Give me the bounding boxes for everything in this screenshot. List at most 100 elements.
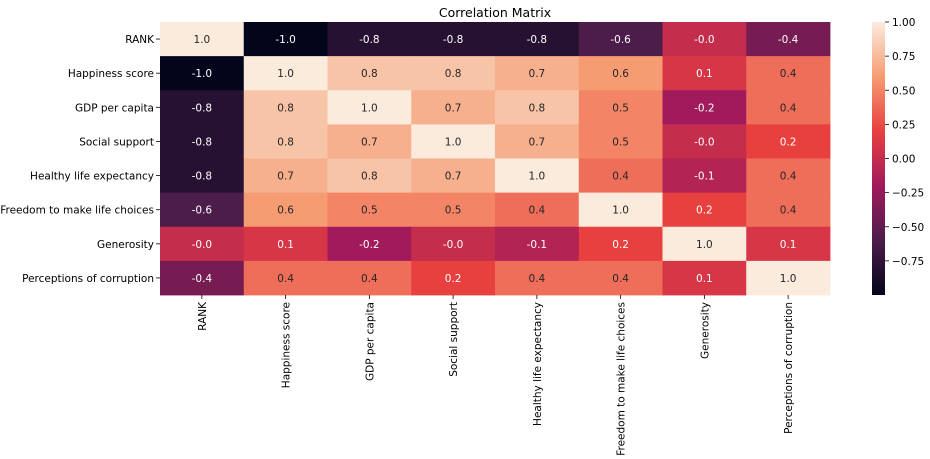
heatmap-cell (327, 192, 412, 228)
heatmap-cell (578, 90, 663, 125)
heatmap-cell (578, 192, 663, 228)
cell-value-label: 0.4 (780, 205, 797, 217)
heatmap-cell (243, 56, 328, 91)
heatmap-cell (746, 124, 831, 159)
heatmap-cell (411, 260, 496, 296)
row-tick-label: Healthy life expectancy (30, 171, 154, 183)
cell-value-label: 0.5 (612, 102, 629, 114)
cell-value-label: 0.4 (529, 273, 546, 285)
heatmap-cell (746, 192, 831, 228)
cell-value-label: 0.7 (529, 136, 546, 148)
heatmap-cell (578, 226, 663, 262)
heatmap-cell (411, 192, 496, 228)
cell-value-label: 0.2 (445, 273, 462, 285)
colorbar: 1.00 0.75 0.50 0.25 0.00 −0.25 −0.50 −0.75 (872, 17, 924, 295)
cell-value-label: 1.0 (612, 205, 629, 217)
heatmap-cell (578, 22, 663, 57)
heatmap-cell (327, 226, 412, 262)
heatmap-cell (662, 226, 747, 262)
colorbar-tick-label: 0.00 (892, 154, 915, 166)
heatmap-cell (495, 124, 580, 159)
cell-value-label: -0.2 (359, 239, 380, 251)
heatmap-cell (746, 260, 831, 296)
heatmap-cell (411, 158, 496, 194)
cell-value-label: 0.1 (696, 68, 713, 80)
cell-value-label: 0.6 (612, 68, 629, 80)
cell-value-label: -0.2 (694, 102, 715, 114)
heatmap-cell (160, 124, 245, 159)
colorbar-tick-label: −0.75 (892, 256, 924, 268)
row-tick-label: Freedom to make life choices (0, 205, 154, 217)
column-tick-label: RANK (197, 301, 209, 331)
heatmap-cell (243, 22, 328, 57)
heatmap-cell (746, 90, 831, 125)
heatmap-cell (243, 158, 328, 194)
cell-value-label: 0.5 (361, 205, 378, 217)
heatmap-cell (160, 260, 245, 296)
cell-value-label: 0.6 (277, 205, 294, 217)
heatmap-cell (243, 124, 328, 159)
colorbar-tick-label: 1.00 (892, 17, 915, 29)
heatmap-cell (160, 192, 245, 228)
heatmap-cell (160, 90, 245, 125)
row-tick-label: Social support (79, 136, 154, 148)
heatmap-cell (327, 158, 412, 194)
cell-value-label: 1.0 (445, 136, 462, 148)
cell-value-label: 0.8 (277, 102, 294, 114)
heatmap-cell (578, 260, 663, 296)
cell-value-label: 0.1 (696, 273, 713, 285)
heatmap-cell (411, 124, 496, 159)
cell-value-label: -0.8 (192, 136, 213, 148)
heatmap-cell (327, 22, 412, 57)
cell-value-label: -0.0 (443, 239, 464, 251)
heatmap-cell (495, 192, 580, 228)
cell-value-label: 1.0 (277, 68, 294, 80)
cell-value-label: -0.6 (192, 205, 213, 217)
cell-value-label: -0.8 (527, 34, 548, 46)
column-tick-label: Freedom to make life choices (616, 302, 628, 455)
heatmap-cell (160, 22, 245, 57)
row-tick-label: Generosity (97, 239, 154, 251)
cell-value-label: 0.7 (529, 68, 546, 80)
heatmap-cell (327, 124, 412, 159)
heatmap-cell (495, 226, 580, 262)
cell-value-label: 0.7 (361, 136, 378, 148)
column-tick-label: Social support (448, 302, 460, 377)
column-tick-label: Generosity (699, 302, 711, 359)
column-tick-label: Perceptions of corruption (783, 302, 795, 434)
heatmap-cell (495, 90, 580, 125)
cell-value-label: 0.4 (361, 273, 378, 285)
cell-value-label: 0.8 (529, 102, 546, 114)
cell-value-label: -0.1 (527, 239, 548, 251)
heatmap-cell (662, 56, 747, 91)
colorbar-tick-label: −0.50 (892, 222, 924, 234)
cell-value-label: -0.8 (192, 171, 213, 183)
cell-value-label: -0.8 (443, 34, 464, 46)
cell-value-label: 0.8 (277, 136, 294, 148)
cell-value-label: -0.8 (192, 102, 213, 114)
heatmap-cell (495, 260, 580, 296)
heatmap-cell (746, 56, 831, 91)
heatmap-cell (495, 158, 580, 194)
cell-value-label: 0.4 (612, 171, 629, 183)
heatmap-cell (578, 56, 663, 91)
cell-value-label: 0.5 (612, 136, 629, 148)
cell-value-label: 0.2 (696, 205, 713, 217)
cell-value-label: -1.0 (275, 34, 296, 46)
cell-value-label: -0.0 (694, 34, 715, 46)
colorbar-tick-label: 0.75 (892, 51, 915, 63)
heatmap-cell (160, 158, 245, 194)
heatmap-cell (662, 90, 747, 125)
column-tick-label: GDP per capita (364, 302, 376, 381)
cell-value-label: 0.2 (612, 239, 629, 251)
cell-value-label: 1.0 (361, 102, 378, 114)
chart-title: Correlation Matrix (439, 5, 551, 20)
heatmap-cell (662, 124, 747, 159)
cell-value-label: 0.8 (361, 171, 378, 183)
heatmap-cell (243, 260, 328, 296)
colorbar-tick-label: 0.50 (892, 85, 915, 97)
cell-value-label: 1.0 (780, 273, 797, 285)
cell-value-label: -0.8 (359, 34, 380, 46)
heatmap-cell (495, 56, 580, 91)
